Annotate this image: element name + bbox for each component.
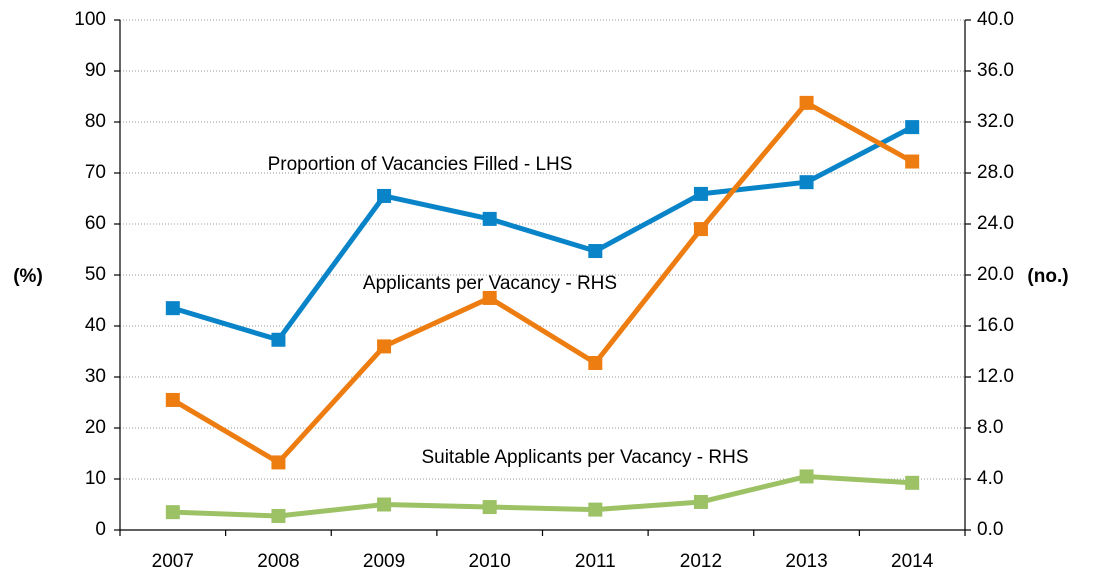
y-tick-label: 90 xyxy=(85,60,106,81)
point xyxy=(588,244,603,259)
point xyxy=(482,211,497,226)
y2-axis-label: (no.) xyxy=(1027,266,1068,287)
point xyxy=(377,339,392,354)
y2-tick-label: 12.0 xyxy=(977,366,1014,387)
point xyxy=(377,497,392,512)
y-tick-label: 100 xyxy=(74,9,106,30)
y-axis-label: (%) xyxy=(13,266,43,287)
series-line xyxy=(172,473,913,519)
point xyxy=(905,154,920,169)
point xyxy=(165,505,180,520)
point xyxy=(588,355,603,370)
y2-tick-label: 32.0 xyxy=(977,111,1014,132)
point xyxy=(165,392,180,407)
x-tick-label: 2008 xyxy=(257,551,299,572)
point xyxy=(799,469,814,484)
x-tick-label: 2012 xyxy=(680,551,722,572)
y-tick-label: 50 xyxy=(85,264,106,285)
point xyxy=(271,455,286,470)
series-line xyxy=(171,100,914,465)
point xyxy=(693,222,708,237)
point xyxy=(271,332,286,347)
point xyxy=(799,175,814,190)
y2-tick-label: 20.0 xyxy=(977,264,1014,285)
y-tick-label: 10 xyxy=(85,468,106,489)
point xyxy=(482,290,497,305)
series-label: Applicants per Vacancy - RHS xyxy=(363,273,617,294)
point xyxy=(693,494,708,509)
y2-tick-label: 8.0 xyxy=(977,417,1003,438)
series-label: Suitable Applicants per Vacancy - RHS xyxy=(421,447,748,468)
y-tick-label: 60 xyxy=(85,213,106,234)
point xyxy=(905,475,920,490)
y2-tick-label: 16.0 xyxy=(977,315,1014,336)
y2-tick-label: 36.0 xyxy=(977,60,1014,81)
point xyxy=(905,120,920,135)
series-line xyxy=(172,124,914,343)
y2-tick-label: 24.0 xyxy=(977,213,1014,234)
x-tick-label: 2011 xyxy=(575,551,616,572)
y-tick-label: 40 xyxy=(85,315,106,336)
y2-tick-label: 0.0 xyxy=(977,519,1003,540)
point xyxy=(588,502,603,517)
point xyxy=(271,508,286,523)
point xyxy=(377,188,392,203)
x-tick-label: 2010 xyxy=(469,551,511,572)
y-tick-label: 30 xyxy=(85,366,106,387)
series-label: Proportion of Vacancies Filled - LHS xyxy=(268,154,573,175)
x-tick-label: 2014 xyxy=(891,551,934,572)
y-tick-label: 80 xyxy=(85,111,106,132)
point xyxy=(693,186,708,201)
x-tick-label: 2013 xyxy=(785,551,827,572)
x-tick-label: 2007 xyxy=(152,551,194,572)
y2-tick-label: 40.0 xyxy=(977,9,1014,30)
y-tick-label: 70 xyxy=(85,162,106,183)
y-tick-label: 0 xyxy=(95,519,106,540)
x-tick-label: 2009 xyxy=(363,551,405,572)
point xyxy=(165,301,180,316)
y2-tick-label: 28.0 xyxy=(977,162,1014,183)
point xyxy=(482,500,497,515)
point xyxy=(799,95,814,110)
y-tick-label: 20 xyxy=(85,417,106,438)
y2-tick-label: 4.0 xyxy=(977,468,1003,489)
